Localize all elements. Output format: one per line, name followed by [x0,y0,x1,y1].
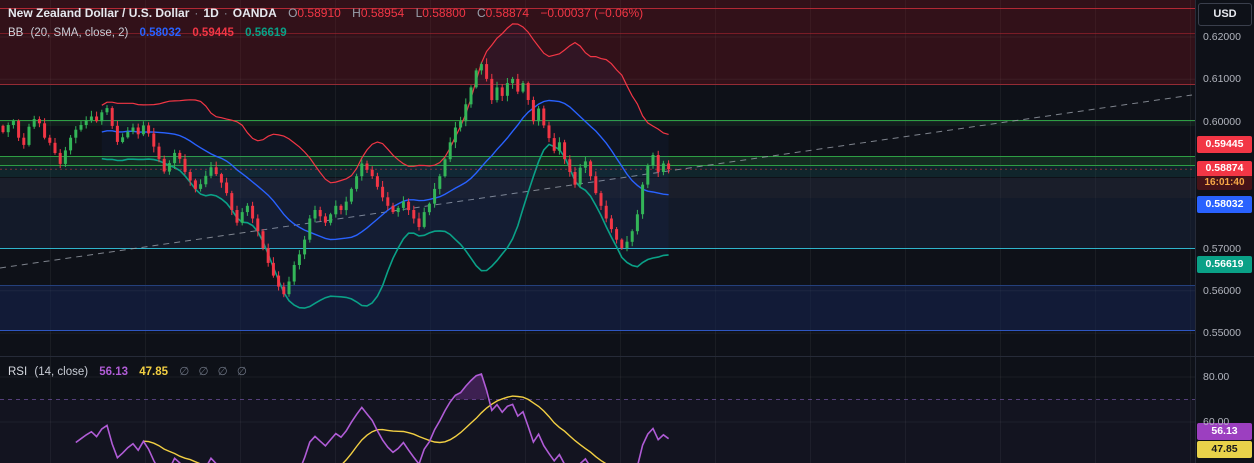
pane-separator[interactable] [0,356,1254,357]
price-tick-label: 0.62000 [1203,31,1241,43]
rsi-badge: 56.13 [1197,422,1252,440]
price-tick-label: 0.60000 [1203,115,1241,128]
rsi-legend-row[interactable]: RSI (14, close) 56.13 47.85 ∅ ∅ ∅ ∅ [8,364,250,381]
ohlc-high: H0.58954 [344,6,404,20]
symbol-row[interactable]: New Zealand Dollar / U.S. Dollar · 1D · OAND… [8,5,643,22]
ohlc-close: C0.58874 [469,6,529,20]
last-price-value: 0.58874 [1197,161,1252,177]
currency-toggle-button[interactable]: USD [1198,3,1252,26]
symbol-title[interactable]: New Zealand Dollar / U.S. Dollar [8,6,190,20]
price-tick-label: 0.57000 [1203,242,1241,255]
bb-basis-badge: 0.58032 [1197,195,1252,213]
rsi-ma-badge: 47.85 [1197,441,1252,459]
bb-lower-value: 0.56619 [245,27,287,39]
change-value: −0.00037 (−0.06%) [540,6,644,20]
rsi-ma-line [143,395,607,463]
low-value: 0.58800 [422,6,466,20]
exchange-label[interactable]: OANDA [232,6,277,20]
rsi-tick-label: 60.00 [1203,416,1230,428]
bb-upper-badge: 0.59445 [1197,136,1252,154]
high-value: 0.58954 [360,6,405,20]
interval-label[interactable]: 1D [203,6,219,20]
bb-upper-line [101,23,669,184]
rsi-ma-value: 47.85 [139,366,169,378]
rsi-legend[interactable]: RSI (14, close) 56.13 47.85 ∅ ∅ ∅ ∅ [8,361,250,381]
bb-basis-value: 0.58032 [139,27,182,39]
price-tick-label: 0.56000 [1203,284,1241,297]
bb-upper-value: 0.59445 [192,27,234,39]
bb-params: (20, SMA, close, 2) [30,27,129,39]
ohlc-low: L0.58800 [408,6,466,20]
rsi-overbought-fill [455,374,487,400]
symbol-legend: New Zealand Dollar / U.S. Dollar · 1D · OAND… [8,5,643,42]
rsi-line [75,372,670,463]
close-value: 0.58874 [485,6,530,20]
bb-fill [101,23,669,309]
rsi-title[interactable]: RSI [8,366,28,378]
bb-lower-badge: 0.56619 [1197,255,1252,273]
price-tick-label: 0.55000 [1203,327,1241,340]
open-letter: O [288,6,298,20]
price-chart-canvas[interactable] [0,0,1196,356]
price-axis[interactable]: USD 0.59445 0.58874 16:01:40 0.58032 0.5… [1196,0,1254,463]
low-letter: L [415,6,423,20]
rsi-value: 56.13 [99,366,129,378]
rsi-hidden-plots: ∅ ∅ ∅ ∅ [179,366,250,378]
rsi-tick-label: 80.00 [1203,371,1230,383]
last-price-badge: 0.58874 16:01:40 [1197,161,1252,191]
ohlc-open: O0.58910 [280,6,341,20]
separator-dot: · [194,6,199,20]
rsi-chart-canvas[interactable] [0,357,1196,463]
close-letter: C [476,6,486,20]
separator-dot: · [223,6,228,20]
rsi-params: (14, close) [34,366,89,378]
bar-countdown: 16:01:40 [1197,176,1252,191]
bb-legend-row[interactable]: BB (20, SMA, close, 2) 0.58032 0.59445 0… [8,25,643,42]
high-letter: H [352,6,361,20]
price-tick-label: 0.61000 [1203,73,1241,86]
rsi-band [0,399,1196,463]
open-value: 0.58910 [297,6,341,20]
bb-title[interactable]: BB [8,27,24,39]
